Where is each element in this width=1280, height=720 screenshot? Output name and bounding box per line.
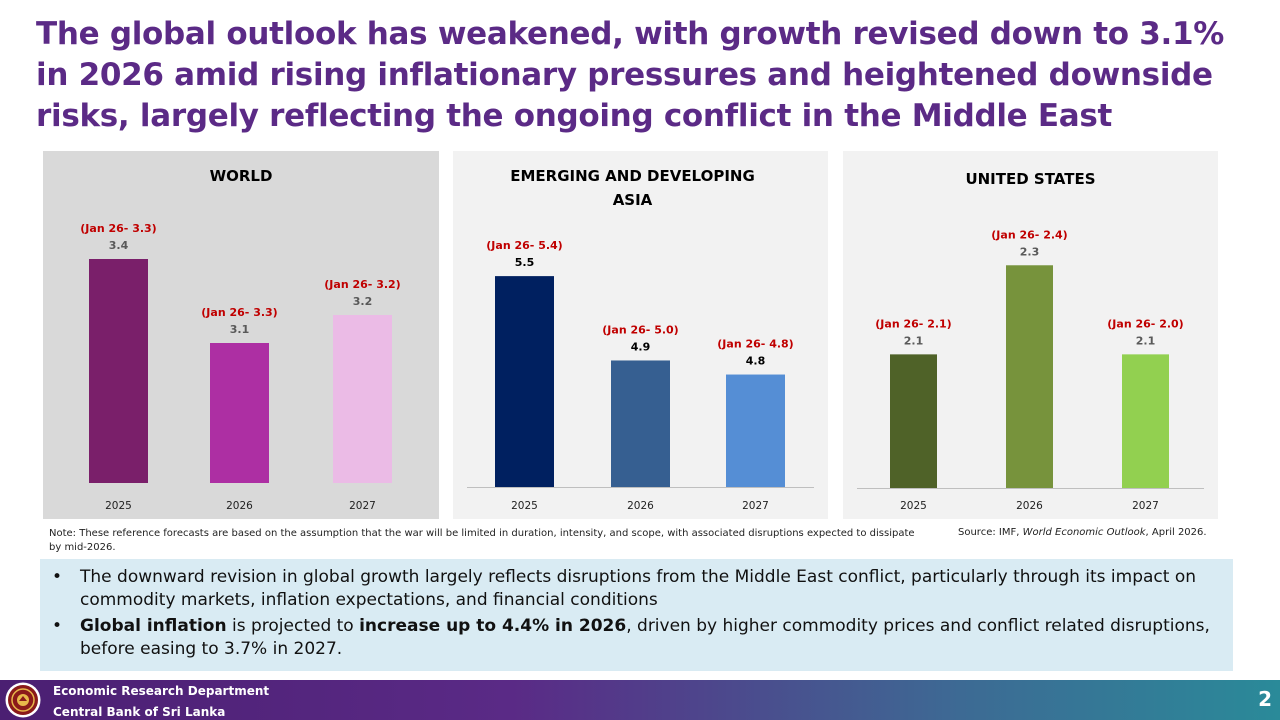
x-tick-label: 2025 [511,500,538,512]
us-chart: UNITED STATES 2.1 (Jan 26- 2.1) 2025 2.3 (Jan… [843,151,1218,519]
chart-note: Note: These reference forecasts are base… [49,528,915,553]
x-tick-label: 2025 [105,500,132,512]
jan-annotation: (Jan 26- 5.0) [602,323,678,336]
source-prefix: Source: IMF, [958,527,1023,538]
bar-2027 [726,374,785,487]
jan-annotation: (Jan 26- 3.3) [201,306,277,319]
source-publication: World Economic Outlook [1022,527,1146,538]
x-tick-label: 2026 [1016,500,1043,512]
central-bank-logo [5,682,41,718]
value-label: 4.9 [631,340,651,353]
bullet-text: is projected to [226,616,360,636]
world-chart-svg: WORLD 3.4 (Jan 26- 3.3) 2025 3.1 (Jan 26- 3.3… [43,151,439,519]
jan-annotation: (Jan 26- 2.4) [991,228,1067,241]
bullet-bold-increase: increase up to 4.4% in 2026 [359,616,627,636]
bar-2026 [1006,265,1053,488]
bar-2026 [611,360,670,487]
bullet-text: The downward revision in global growth l… [80,567,1196,610]
key-points-box: • The downward revision in global growth … [40,559,1233,671]
bar-2027 [333,315,392,483]
footer-bar: Economic Research Department Central Ban… [0,680,1280,720]
footer-department: Economic Research Department [53,684,270,698]
bullet-bold-global-inflation: Global inflation [80,616,227,636]
asia-chart-svg: EMERGING AND DEVELOPING ASIA 5.5 (Jan 26- 5… [453,151,828,519]
value-label: 4.8 [746,355,766,368]
us-chart-svg: UNITED STATES 2.1 (Jan 26- 2.1) 2025 2.3 (Jan… [843,151,1218,519]
slide-title: The global outlook has weakened, with gr… [36,16,1224,134]
value-label: 3.2 [353,295,373,308]
x-tick-label: 2026 [226,500,253,512]
bullet-dot: • [52,567,63,587]
value-label: 2.1 [1136,334,1156,347]
value-label: 3.4 [109,239,129,252]
jan-annotation: (Jan 26- 2.1) [875,317,951,330]
world-chart: WORLD 3.4 (Jan 26- 3.3) 2025 3.1 (Jan 26- 3.3… [43,151,439,519]
chart-title: EMERGING AND DEVELOPING ASIA [510,167,755,209]
bullet-growth-revision: • The downward revision in global growth … [52,566,1223,612]
bullet-inflation: • Global inflation is projected to increa… [52,615,1223,661]
x-tick-label: 2027 [742,500,769,512]
x-tick-label: 2026 [627,500,654,512]
jan-annotation: (Jan 26- 2.0) [1107,317,1183,330]
bar-2025 [890,354,937,488]
jan-annotation: (Jan 26- 3.2) [324,278,400,291]
chart-title: WORLD [210,167,273,185]
chart-source: Source: IMF, World Economic Outlook, Apr… [958,527,1207,538]
footer-bank-name: Central Bank of Sri Lanka [53,705,226,719]
source-suffix: , April 2026. [1145,527,1207,538]
key-points-list: • The downward revision in global growth … [40,559,1233,661]
jan-annotation: (Jan 26- 3.3) [80,222,156,235]
value-label: 2.3 [1020,245,1040,258]
bullet-dot: • [52,616,63,636]
bullet-text: , driven by higher commodity prices and … [80,616,1210,659]
bar-2025 [495,276,554,487]
page-number: 2 [1258,687,1272,711]
bar-2026 [210,343,269,483]
chart-title: UNITED STATES [965,170,1095,188]
asia-chart: EMERGING AND DEVELOPING ASIA 5.5 (Jan 26- 5… [453,151,828,519]
x-tick-label: 2027 [349,500,376,512]
value-label: 5.5 [515,256,535,269]
bar-2025 [89,259,148,483]
value-label: 3.1 [230,323,250,336]
jan-annotation: (Jan 26- 5.4) [486,239,562,252]
x-tick-label: 2025 [900,500,927,512]
value-label: 2.1 [904,334,924,347]
bar-2027 [1122,354,1169,488]
x-tick-label: 2027 [1132,500,1159,512]
jan-annotation: (Jan 26- 4.8) [717,338,793,351]
